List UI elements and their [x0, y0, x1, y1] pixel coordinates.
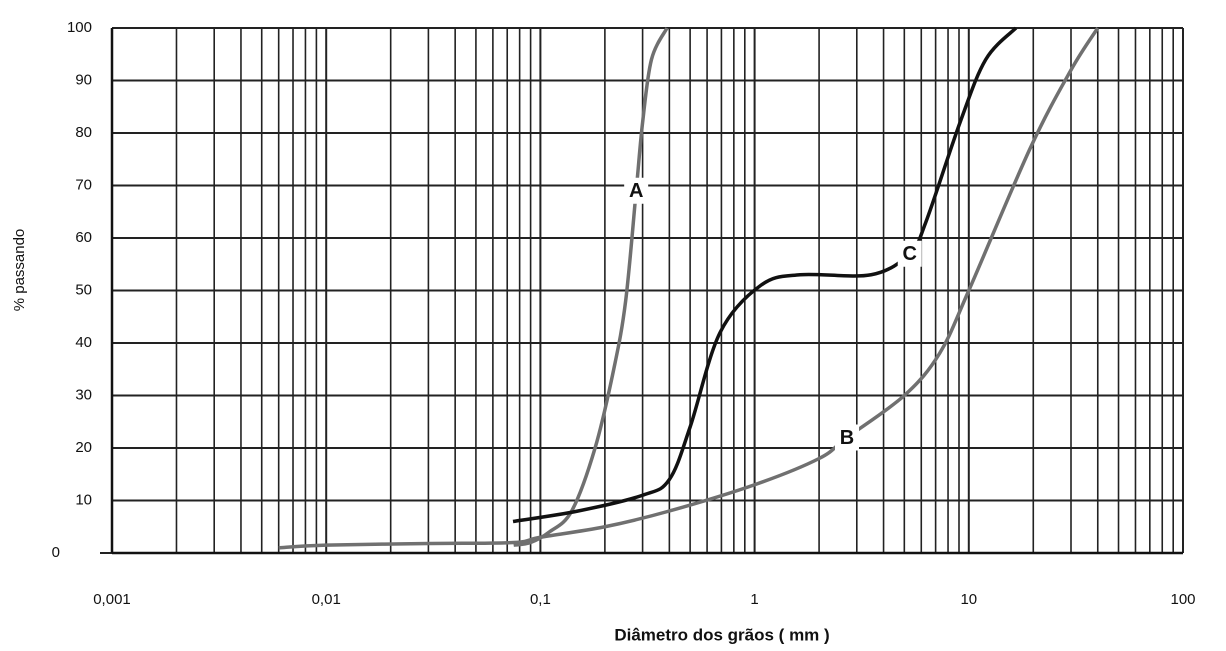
series-line	[278, 27, 1100, 550]
x-axis-title: Diâmetro dos grãos ( mm )	[614, 625, 829, 644]
y-tick-label: 40	[75, 334, 92, 351]
series-line	[512, 26, 1018, 524]
x-tick-label: 0,1	[530, 591, 551, 608]
series-label: B	[840, 427, 854, 449]
x-tick-label: 0,01	[312, 591, 341, 608]
y-tick-label: 20	[75, 439, 92, 456]
y-tick-label: 30	[75, 386, 92, 403]
y-tick-label: 0	[52, 544, 60, 561]
series-label-bg	[624, 177, 649, 204]
series-label-bg	[897, 240, 922, 267]
y-tick-label: 80	[75, 124, 92, 141]
series-label: A	[629, 180, 643, 202]
x-tick-label: 100	[1170, 591, 1195, 608]
y-tick-label: 90	[75, 71, 92, 88]
x-tick-label: 10	[960, 591, 977, 608]
x-tick-label: 1	[750, 591, 758, 608]
series-label: C	[903, 243, 917, 265]
y-tick-label: 60	[75, 229, 92, 246]
series-line	[513, 27, 669, 547]
y-tick-label: 50	[75, 281, 92, 298]
y-tick-label: 100	[67, 19, 92, 36]
y-tick-label: 10	[75, 491, 92, 508]
series-label-bg	[834, 424, 859, 451]
y-axis-title: % passando	[11, 229, 28, 312]
x-tick-label: 0,001	[93, 591, 131, 608]
y-tick-label: 70	[75, 176, 92, 193]
